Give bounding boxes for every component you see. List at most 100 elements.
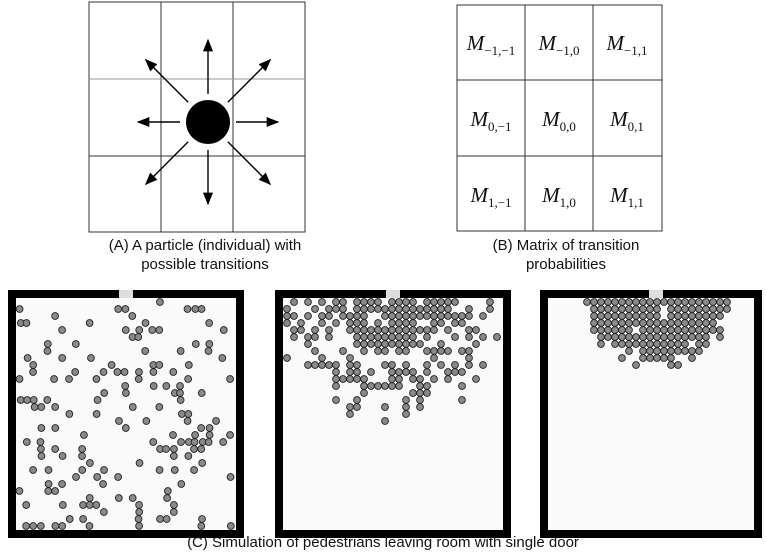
pedestrian bbox=[417, 313, 424, 320]
pedestrian bbox=[333, 383, 340, 390]
pedestrian bbox=[100, 509, 107, 516]
pedestrian bbox=[79, 453, 86, 460]
pedestrian bbox=[654, 334, 661, 341]
pedestrian bbox=[459, 383, 466, 390]
matrix-subscript: −1,1 bbox=[624, 43, 648, 58]
pedestrian bbox=[179, 411, 186, 418]
pedestrian bbox=[170, 509, 177, 516]
pedestrian bbox=[333, 369, 340, 376]
pedestrian bbox=[86, 320, 93, 327]
pedestrian bbox=[626, 327, 633, 334]
matrix-subscript: 1,−1 bbox=[488, 195, 512, 210]
pedestrian bbox=[30, 397, 37, 404]
pedestrian bbox=[396, 376, 403, 383]
pedestrian bbox=[626, 320, 633, 327]
pedestrian bbox=[333, 306, 340, 313]
pedestrian bbox=[647, 299, 654, 306]
pedestrian bbox=[185, 453, 192, 460]
pedestrian bbox=[38, 404, 45, 411]
pedestrian bbox=[368, 299, 375, 306]
pedestrian bbox=[80, 502, 87, 509]
pedestrian bbox=[319, 299, 326, 306]
pedestrian bbox=[361, 376, 368, 383]
pedestrian bbox=[396, 313, 403, 320]
pedestrian bbox=[59, 523, 66, 530]
pedestrian bbox=[199, 516, 206, 523]
pedestrian bbox=[703, 299, 710, 306]
pedestrian bbox=[284, 306, 291, 313]
pedestrian bbox=[396, 320, 403, 327]
pedestrian bbox=[703, 306, 710, 313]
pedestrian bbox=[142, 320, 149, 327]
pedestrian bbox=[724, 299, 731, 306]
pedestrian bbox=[633, 341, 640, 348]
pedestrian bbox=[466, 334, 473, 341]
pedestrian bbox=[654, 327, 661, 334]
pedestrian bbox=[121, 369, 128, 376]
pedestrian bbox=[682, 341, 689, 348]
pedestrian bbox=[703, 334, 710, 341]
pedestrian bbox=[473, 376, 480, 383]
pedestrian bbox=[354, 327, 361, 334]
arrow bbox=[146, 60, 188, 102]
matrix-symbol: M bbox=[609, 107, 629, 131]
pedestrian bbox=[347, 327, 354, 334]
pedestrian bbox=[675, 299, 682, 306]
matrix-entry: M0,−1 bbox=[469, 107, 511, 134]
pedestrian bbox=[115, 474, 122, 481]
pedestrian bbox=[361, 383, 368, 390]
pedestrian bbox=[403, 320, 410, 327]
pedestrian bbox=[598, 320, 605, 327]
pedestrian bbox=[66, 376, 73, 383]
pedestrian bbox=[410, 369, 417, 376]
pedestrian bbox=[361, 341, 368, 348]
pedestrian bbox=[340, 313, 347, 320]
pedestrian bbox=[122, 306, 129, 313]
pedestrian bbox=[164, 488, 171, 495]
pedestrian bbox=[724, 306, 731, 313]
pedestrian bbox=[171, 502, 178, 509]
pedestrian bbox=[431, 320, 438, 327]
pedestrian bbox=[584, 299, 591, 306]
pedestrian bbox=[487, 306, 494, 313]
pedestrian bbox=[171, 467, 178, 474]
pedestrian bbox=[157, 299, 164, 306]
pedestrian bbox=[689, 299, 696, 306]
pedestrian bbox=[640, 306, 647, 313]
pedestrian bbox=[619, 327, 626, 334]
pedestrian bbox=[654, 306, 661, 313]
pedestrian bbox=[605, 334, 612, 341]
pedestrian bbox=[361, 327, 368, 334]
pedestrian bbox=[93, 502, 100, 509]
pedestrian bbox=[66, 516, 73, 523]
pedestrian bbox=[45, 481, 52, 488]
pedestrian bbox=[675, 348, 682, 355]
pedestrian bbox=[403, 369, 410, 376]
pedestrian bbox=[354, 376, 361, 383]
arrow bbox=[146, 142, 188, 184]
pedestrian bbox=[354, 313, 361, 320]
pedestrian bbox=[668, 327, 675, 334]
pedestrian bbox=[16, 376, 23, 383]
pedestrian bbox=[198, 446, 205, 453]
matrix-entry: M0,1 bbox=[609, 107, 644, 134]
simulation-rooms bbox=[8, 290, 762, 538]
pedestrian bbox=[689, 334, 696, 341]
pedestrian bbox=[389, 362, 396, 369]
pedestrian bbox=[654, 299, 661, 306]
pedestrian bbox=[156, 362, 163, 369]
pedestrian bbox=[312, 348, 319, 355]
pedestrian bbox=[291, 327, 298, 334]
pedestrian bbox=[312, 306, 319, 313]
pedestrian bbox=[689, 313, 696, 320]
pedestrian bbox=[340, 348, 347, 355]
matrix-subscript: 0,0 bbox=[560, 119, 576, 134]
pedestrian bbox=[347, 313, 354, 320]
pedestrian bbox=[191, 439, 198, 446]
pedestrian bbox=[375, 383, 382, 390]
matrix-entry: M1,−1 bbox=[469, 183, 511, 210]
pedestrian bbox=[417, 327, 424, 334]
pedestrian bbox=[696, 348, 703, 355]
pedestrian bbox=[59, 502, 66, 509]
pedestrian bbox=[122, 327, 129, 334]
